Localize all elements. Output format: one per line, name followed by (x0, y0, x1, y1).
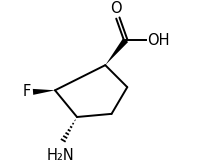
Polygon shape (105, 38, 128, 65)
Polygon shape (33, 89, 55, 95)
Text: O: O (110, 1, 122, 16)
Text: H₂N: H₂N (47, 148, 74, 163)
Text: F: F (23, 84, 31, 99)
Text: OH: OH (147, 33, 169, 47)
